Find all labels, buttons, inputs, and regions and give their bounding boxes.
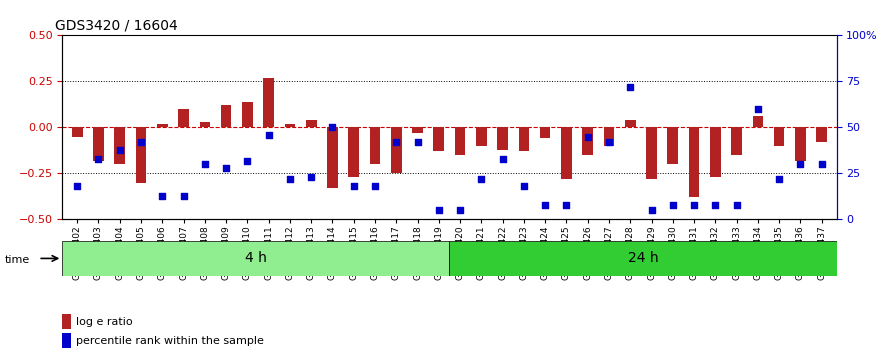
FancyBboxPatch shape: [62, 241, 449, 276]
Bar: [157, 124, 167, 127]
Point: [793, 161, 807, 167]
Point: [283, 176, 297, 182]
Point: [517, 183, 531, 189]
Bar: [285, 124, 295, 127]
Point: [176, 193, 190, 198]
Bar: [412, 127, 423, 133]
Point: [687, 202, 701, 207]
Point: [346, 183, 360, 189]
Bar: [242, 102, 253, 127]
Bar: [72, 127, 83, 137]
Bar: [391, 127, 401, 173]
Text: GDS3420 / 16604: GDS3420 / 16604: [54, 19, 177, 33]
Point: [240, 158, 255, 164]
Point: [474, 176, 489, 182]
Point: [92, 156, 106, 161]
Bar: [115, 127, 125, 164]
Bar: [93, 127, 104, 161]
Point: [304, 174, 319, 180]
Bar: [369, 127, 380, 164]
Point: [708, 202, 723, 207]
Text: log e ratio: log e ratio: [76, 316, 133, 327]
Bar: [328, 127, 338, 188]
Bar: [476, 127, 487, 146]
Bar: [498, 127, 508, 149]
Bar: [561, 127, 571, 179]
Bar: [603, 127, 614, 146]
Bar: [221, 105, 231, 127]
Bar: [306, 120, 317, 127]
Point: [772, 176, 786, 182]
Bar: [178, 109, 189, 127]
Point: [580, 134, 595, 139]
Bar: [773, 127, 784, 146]
Bar: [689, 127, 700, 198]
Point: [219, 165, 233, 171]
FancyBboxPatch shape: [449, 241, 837, 276]
Text: 24 h: 24 h: [627, 251, 659, 266]
Bar: [668, 127, 678, 164]
Bar: [753, 116, 764, 127]
Point: [644, 207, 659, 213]
Bar: [62, 333, 71, 348]
Bar: [455, 127, 465, 155]
Point: [496, 156, 510, 161]
Point: [666, 202, 680, 207]
Bar: [582, 127, 593, 155]
Point: [70, 183, 85, 189]
Bar: [135, 127, 146, 183]
Point: [368, 183, 382, 189]
Point: [113, 147, 127, 152]
Bar: [625, 120, 635, 127]
Bar: [519, 127, 530, 152]
Point: [410, 139, 425, 145]
Point: [538, 202, 553, 207]
Point: [751, 106, 765, 112]
Point: [155, 193, 169, 198]
Point: [453, 207, 467, 213]
Bar: [199, 122, 210, 127]
Point: [559, 202, 573, 207]
Point: [326, 125, 340, 130]
Text: time: time: [4, 255, 29, 265]
Point: [198, 161, 212, 167]
Bar: [348, 127, 359, 177]
Point: [134, 139, 148, 145]
Bar: [732, 127, 742, 155]
Point: [432, 207, 446, 213]
Bar: [646, 127, 657, 179]
Point: [262, 132, 276, 138]
Bar: [816, 127, 827, 142]
Bar: [62, 314, 71, 329]
Bar: [795, 127, 805, 161]
Bar: [540, 127, 551, 138]
Text: percentile rank within the sample: percentile rank within the sample: [76, 336, 263, 346]
Bar: [263, 78, 274, 127]
Text: 4 h: 4 h: [245, 251, 267, 266]
Bar: [710, 127, 721, 177]
Bar: [433, 127, 444, 152]
Point: [602, 139, 616, 145]
Point: [814, 161, 829, 167]
Point: [389, 139, 403, 145]
Point: [623, 84, 637, 90]
Point: [730, 202, 744, 207]
